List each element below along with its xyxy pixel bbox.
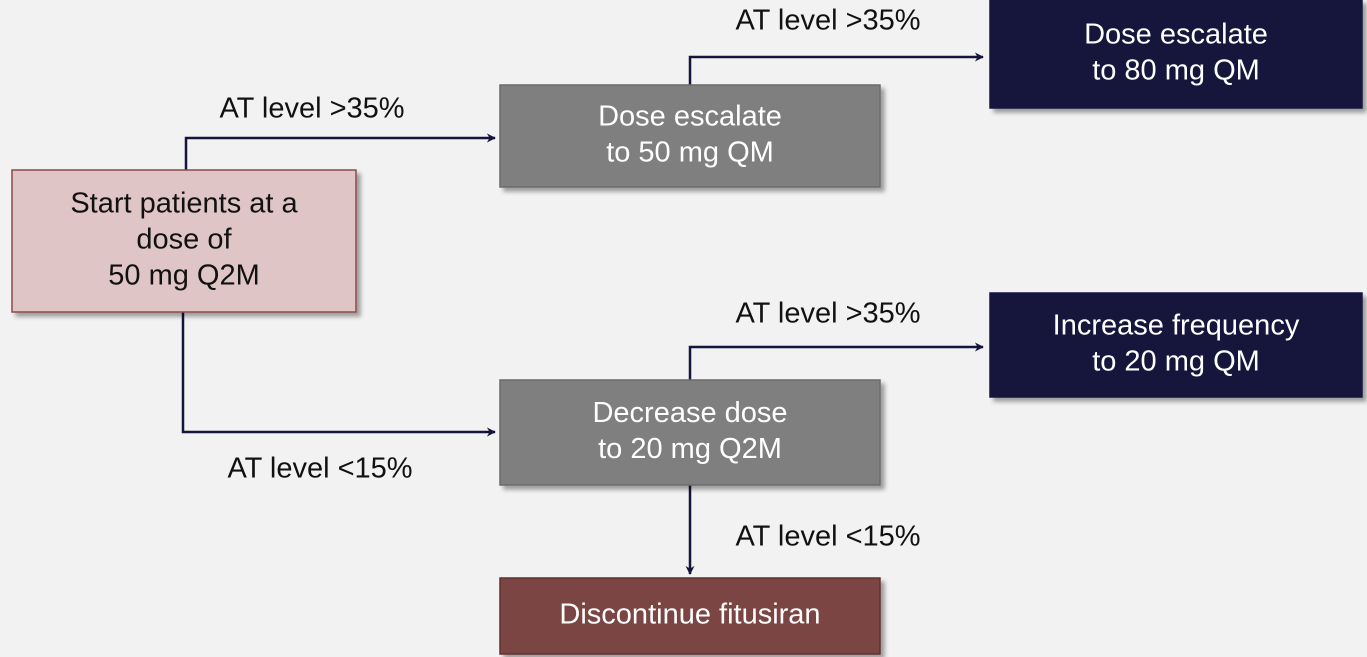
node-box [499, 379, 881, 486]
node-text: to 80 mg QM [1092, 55, 1260, 87]
node-text: Dose escalate [1084, 19, 1268, 51]
node-box [499, 84, 881, 188]
edge-label: AT level <15% [735, 521, 920, 553]
node-text: Dose escalate [598, 101, 782, 133]
node-text: to 20 mg Q2M [598, 433, 782, 465]
arrow [688, 52, 984, 85]
node-text: dose of [136, 224, 232, 256]
node-box [989, 292, 1363, 398]
node-text: Increase frequency [1053, 310, 1300, 342]
edge-label: AT level >35% [219, 93, 404, 125]
arrow [688, 342, 984, 380]
node-box [989, 0, 1363, 109]
node-text: to 20 mg QM [1092, 346, 1260, 378]
node-text: Start patients at a [70, 188, 298, 220]
edge-label: AT level >35% [735, 5, 920, 37]
node-box [499, 577, 881, 655]
edge-label: AT level <15% [227, 453, 412, 485]
arrow [181, 312, 496, 437]
arrow [184, 133, 496, 170]
node-box [11, 169, 357, 313]
node-text: 50 mg Q2M [108, 260, 260, 292]
node-text: Discontinue fitusiran [559, 599, 820, 631]
edge-label: AT level >35% [735, 298, 920, 330]
node-text: to 50 mg QM [606, 137, 774, 169]
node-text: Decrease dose [592, 397, 787, 429]
